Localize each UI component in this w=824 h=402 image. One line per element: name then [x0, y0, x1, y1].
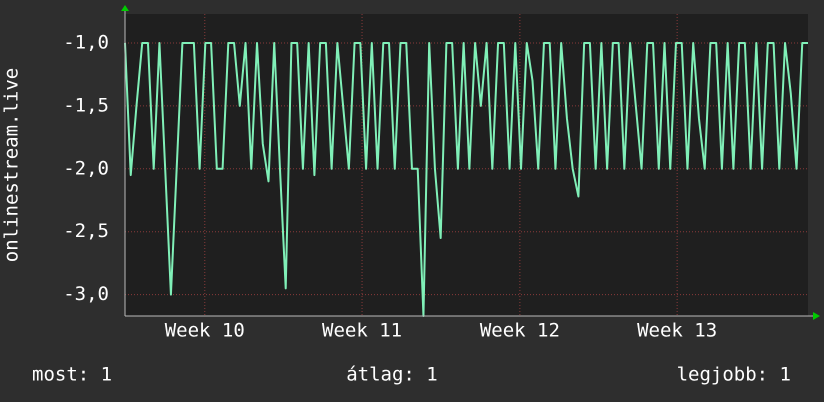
y-arrow: [121, 5, 129, 11]
x-tick-label: Week 10: [165, 320, 245, 342]
y-tick-label: -1,0: [63, 31, 109, 53]
y-tick-label: -1,5: [63, 94, 109, 116]
y-tick-label: -2,0: [63, 157, 109, 179]
stat-average: átlag: 1: [346, 364, 438, 386]
stat-max: legjobb: 1: [677, 364, 791, 386]
y-tick-label: -2,5: [63, 220, 109, 242]
data-line: [124, 41, 808, 317]
x-arrow: [813, 312, 820, 320]
y-tick-label: -3,0: [63, 283, 109, 305]
x-tick-label: Week 12: [480, 320, 560, 342]
stat-current: most: 1: [32, 364, 112, 386]
y-axis-label: onlinestream.live: [1, 68, 23, 262]
x-tick-label: Week 13: [637, 320, 717, 342]
x-tick-label: Week 11: [322, 320, 402, 342]
